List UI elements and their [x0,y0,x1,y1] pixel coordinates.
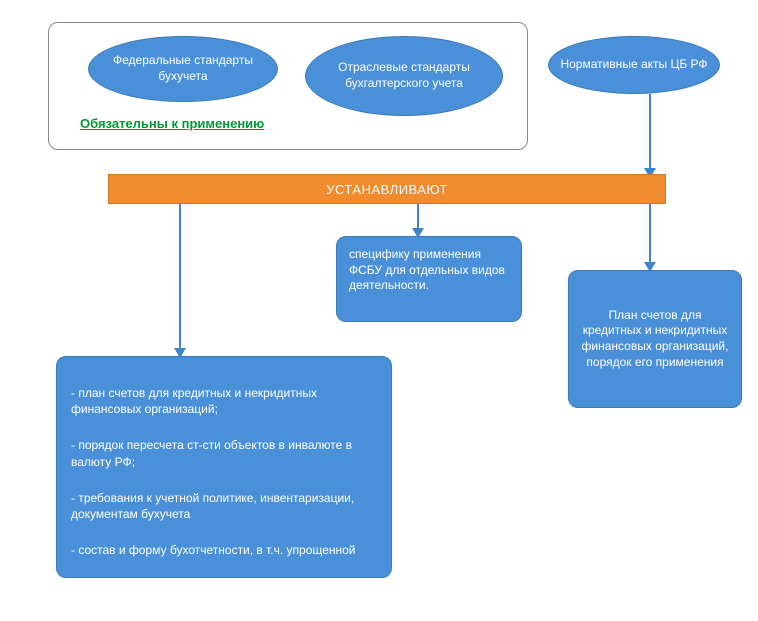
label-plan: План счетов для кредитных и некридитных … [579,308,731,370]
label-fsbu: специфику применения ФСБУ для отдельных … [349,247,509,294]
node-federal-standards: Федеральные стандарты бухучета [88,36,278,102]
mandatory-text: Обязательны к применению [80,116,264,131]
banner-establish: УСТАНАВЛИВАЮТ [108,174,666,204]
label-industry: Отраслевые стандарты бухгалтерского учет… [316,60,492,91]
mandatory-caption: Обязательны к применению [80,116,264,131]
node-industry-standards: Отраслевые стандарты бухгалтерского учет… [305,36,503,116]
list-item-3: - требования к учетной политике, инвента… [71,490,377,522]
list-item-1: - план счетов для кредитных и некридитны… [71,385,377,417]
edge-cbrf-to-banner [649,94,651,174]
list-item-4: - состав и форму бухотчетности, в т.ч. у… [71,542,355,558]
node-big-list: - план счетов для кредитных и некридитны… [56,356,392,578]
edge-to-planright [649,204,651,268]
edge-to-biglist [179,204,181,354]
banner-label: УСТАНАВЛИВАЮТ [326,182,448,197]
node-cbrf-acts: Нормативные акты ЦБ РФ [548,36,720,94]
label-federal: Федеральные стандарты бухучета [99,53,267,84]
node-fsbu-specifics: специфику применения ФСБУ для отдельных … [336,236,522,322]
label-cbrf: Нормативные акты ЦБ РФ [560,57,707,73]
list-item-2: - порядок пересчета ст-сти объектов в ин… [71,437,377,469]
node-plan-accounts: План счетов для кредитных и некридитных … [568,270,742,408]
